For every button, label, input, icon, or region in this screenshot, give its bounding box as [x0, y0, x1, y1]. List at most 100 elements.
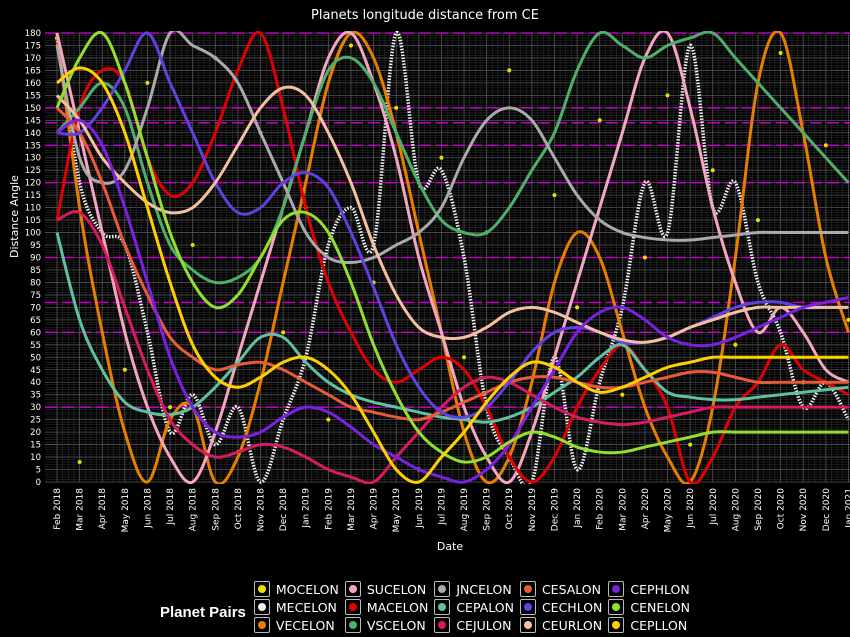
legend-item-vecelon: VECELON	[253, 616, 339, 634]
y-tick-label: 130	[25, 154, 41, 164]
y-tick-label: 105	[25, 216, 41, 226]
point-mocelon	[394, 105, 399, 110]
y-tick-label: 70	[30, 303, 41, 313]
x-tick-label: Apr 2018	[98, 488, 108, 530]
series-vecelon	[55, 31, 850, 484]
point-mocelon	[575, 305, 580, 310]
x-tick-label: Aug 2020	[731, 488, 741, 532]
chart-title: Planets longitude distance from CE	[311, 8, 539, 23]
y-tick-label: 125	[25, 166, 41, 176]
legend-item-cesalon: CESALON	[519, 580, 602, 598]
x-axis-label: Date	[436, 540, 464, 553]
point-mocelon	[168, 405, 173, 410]
y-tick-label: 150	[25, 104, 41, 114]
point-mocelon	[733, 342, 738, 347]
legend-item-macelon: MACELON	[344, 598, 429, 616]
legend-label: CEPALON	[456, 599, 514, 615]
point-mocelon	[507, 68, 512, 73]
legend-item-mecelon: MECELON	[253, 598, 339, 616]
x-tick-label: Feb 2019	[324, 488, 334, 530]
y-tick-label: 5	[36, 466, 41, 476]
legend-key	[608, 617, 625, 633]
point-mocelon	[755, 218, 760, 223]
y-tick-label: 90	[30, 254, 41, 264]
y-tick-label: 140	[25, 129, 41, 139]
x-tick-label: Nov 2020	[799, 488, 809, 532]
y-tick-label: 175	[25, 41, 41, 51]
x-tick-label: Jul 2018	[166, 488, 176, 526]
point-mocelon	[710, 168, 715, 173]
point-mocelon	[77, 460, 82, 465]
y-tick-label: 160	[25, 79, 41, 89]
legend-key	[253, 581, 270, 597]
series-cenelon	[55, 31, 849, 464]
line-ceurlon	[55, 85, 849, 344]
point-mocelon	[326, 417, 331, 422]
y-tick-label: 80	[30, 278, 41, 288]
series-vscelon	[55, 31, 850, 285]
y-tick-label: 10	[30, 453, 41, 463]
series-jncelon	[55, 31, 849, 264]
legend-title: Planet Pairs	[160, 603, 246, 621]
point-mocelon	[145, 80, 150, 85]
x-tick-label: Aug 2019	[460, 488, 470, 532]
y-tick-label: 25	[30, 416, 41, 426]
legend-label: CEURLON	[541, 617, 603, 633]
legend-label: CEPHLON	[630, 581, 690, 597]
y-tick-label: 110	[25, 204, 41, 214]
x-tick-label: Feb 2018	[53, 488, 63, 530]
legend: Planet Pairs MOCELON MECELON VECELON SUCELO…	[160, 580, 690, 634]
y-tick-label: 30	[30, 403, 41, 413]
line-cenelon	[55, 31, 849, 464]
line-sucelon	[55, 31, 850, 484]
y-tick-label: 65	[30, 316, 41, 326]
legend-key	[344, 617, 361, 633]
legend-label: MACELON	[366, 599, 429, 615]
legend-item-vscelon: VSCELON	[344, 616, 428, 634]
legend-item-cenelon: CENELON	[608, 598, 690, 616]
y-tick-label: 45	[30, 366, 41, 376]
x-tick-label: Dec 2020	[822, 488, 832, 531]
y-tick-label: 120	[25, 179, 41, 189]
series-ceurlon	[55, 85, 849, 344]
y-tick-label: 15	[30, 441, 41, 451]
line-cesalon	[55, 106, 849, 422]
legend-label: CEJULON	[456, 617, 512, 633]
series-cephlon	[56, 118, 849, 484]
point-mocelon	[281, 330, 286, 335]
x-tick-label: Jul 2019	[437, 488, 447, 526]
x-tick-label: Sep 2018	[211, 488, 221, 531]
legend-label: VSCELON	[366, 617, 426, 633]
legend-label: JNCELON	[456, 581, 512, 597]
line-mecelon	[55, 31, 850, 484]
x-tick-label: Mar 2020	[618, 488, 628, 531]
y-tick-label: 60	[30, 328, 41, 338]
point-mocelon	[552, 193, 557, 198]
line-cephlon	[56, 118, 849, 484]
y-tick-label: 135	[25, 141, 41, 151]
y-axis-label: Distance Angle	[8, 175, 21, 258]
series-macelon	[55, 31, 850, 484]
legend-item-mocelon: MOCELON	[253, 580, 339, 598]
x-tick-label: Aug 2018	[189, 488, 199, 532]
legend-key	[434, 599, 451, 615]
legend-label: MOCELON	[275, 581, 339, 597]
x-tick-label: Jul 2020	[709, 488, 719, 526]
x-tick-label: Sep 2019	[483, 488, 493, 531]
point-mocelon	[122, 367, 127, 372]
legend-key	[434, 617, 451, 633]
y-tick-label: 145	[25, 116, 41, 126]
legend-key	[344, 599, 361, 615]
point-mocelon	[688, 442, 693, 447]
point-mocelon	[642, 255, 647, 260]
x-tick-label: Oct 2019	[505, 488, 515, 530]
point-mocelon	[846, 317, 850, 322]
line-vecelon	[55, 31, 850, 484]
legend-item-cephlon: CEPHLON	[608, 580, 690, 598]
legend-item-jncelon: JNCELON	[434, 580, 514, 598]
series-cesalon	[55, 106, 849, 422]
point-mocelon	[597, 118, 602, 123]
legend-item-cejulon: CEJULON	[434, 616, 514, 634]
x-tick-label: Jan 2019	[302, 488, 312, 529]
